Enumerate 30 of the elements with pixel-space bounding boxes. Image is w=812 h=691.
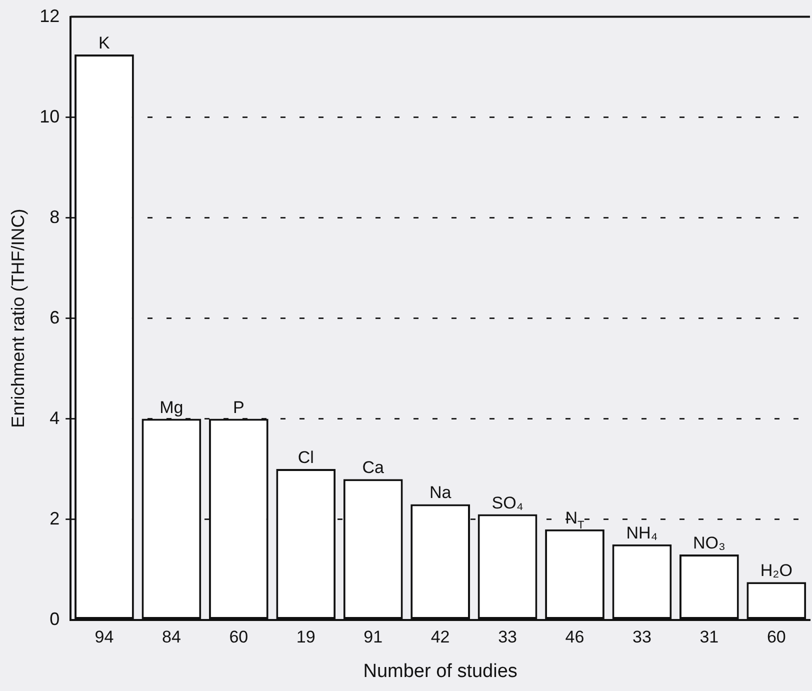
x-tick-label: 31: [700, 628, 719, 647]
data-label: Ca: [362, 458, 385, 478]
data-label: P: [232, 398, 244, 417]
y-axis-title: Enrichment ratio (THF/INC): [8, 208, 28, 428]
x-tick-label: 60: [766, 628, 786, 647]
data-label: K: [98, 33, 111, 52]
data-label: H₂O: [760, 561, 792, 580]
y-tick-label: 0: [50, 608, 60, 629]
data-label: Cl: [298, 448, 314, 468]
y-tick-label: 8: [50, 206, 60, 227]
x-tick-label: 84: [162, 628, 181, 647]
x-tick-label: 91: [364, 628, 383, 647]
y-tick-label: 2: [50, 508, 60, 528]
data-label: SO₄: [492, 493, 524, 512]
x-tick-label: 60: [229, 628, 248, 647]
x-tick-label: 33: [498, 628, 517, 647]
data-label: Na: [429, 483, 452, 502]
y-tick-label: 10: [40, 106, 60, 126]
x-tick-label: 94: [94, 628, 114, 647]
y-tick-label: 6: [50, 307, 60, 328]
x-tick-label: 46: [565, 628, 584, 647]
data-label: NH₄: [626, 523, 658, 542]
data-label: NO₃: [692, 533, 726, 552]
data-label: Mg: [160, 398, 184, 417]
y-tick-label: 4: [50, 408, 60, 428]
x-axis-title: Number of studies: [363, 660, 518, 682]
y-tick-label: 12: [40, 6, 60, 26]
x-tick-label: 19: [296, 628, 316, 647]
x-tick-label: 33: [632, 628, 652, 647]
x-tick-label: 42: [430, 628, 450, 647]
